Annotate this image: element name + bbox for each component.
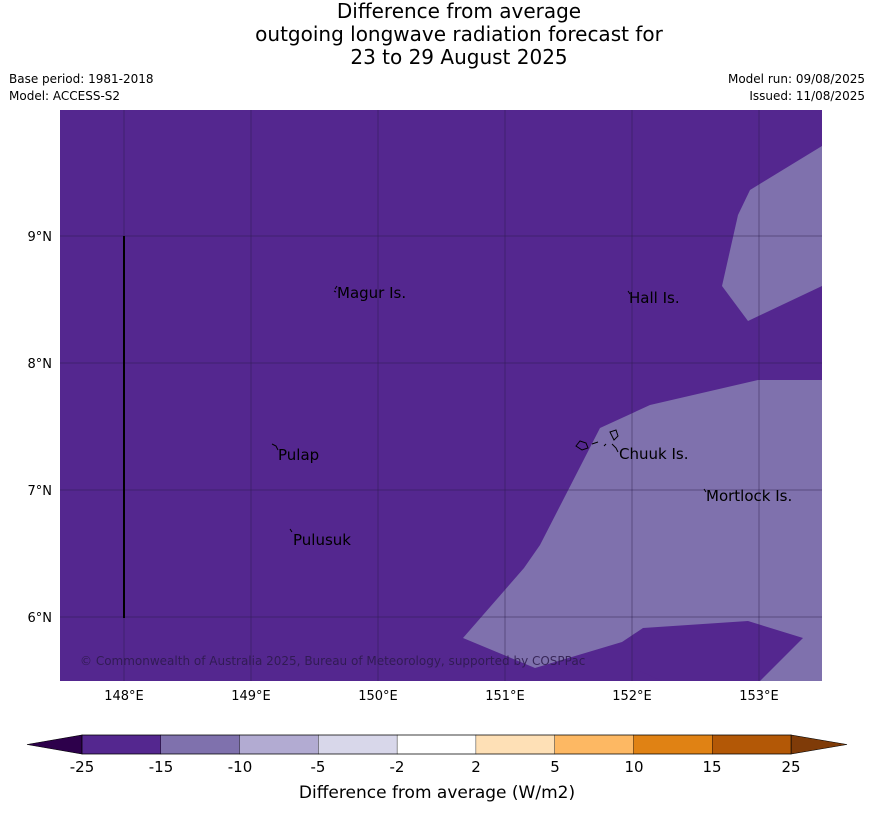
anomaly-region-northeast: [722, 146, 822, 321]
lon-tick-149: 149°E: [231, 689, 271, 704]
island-chuuk: [575, 429, 619, 453]
title-line-3: 23 to 29 August 2025: [350, 45, 568, 69]
colorbar: -25 -15 -10 -5 -2 2 5 10 15 25 Differenc…: [26, 734, 848, 803]
colorbar-tick: 25: [781, 758, 800, 776]
colorbar-tick: 2: [471, 758, 481, 776]
colorbar-segment: [81, 734, 162, 755]
map-title: Difference from average outgoing longwav…: [0, 0, 873, 69]
colorbar-title: Difference from average (W/m2): [299, 783, 575, 803]
lat-tick-6: 6°N: [28, 611, 53, 626]
lat-tick-8: 8°N: [28, 357, 53, 372]
colorbar-segment: [633, 734, 713, 755]
lat-tick-7: 7°N: [28, 484, 53, 499]
title-line-2: outgoing longwave radiation forecast for: [255, 22, 663, 46]
lon-tick-151: 151°E: [485, 689, 525, 704]
island-magur: [333, 285, 338, 293]
island-pulap: [271, 443, 279, 451]
colorbar-tick: 5: [550, 758, 560, 776]
lon-tick-148: 148°E: [104, 689, 144, 704]
anomaly-region-southeast: [463, 380, 822, 681]
issued-text: Issued: 11/08/2025: [749, 89, 865, 103]
colorbar-segment: [396, 734, 477, 755]
graticule: [60, 110, 822, 681]
place-label-hall: Hall Is.: [629, 289, 680, 307]
title-line-1: Difference from average: [336, 0, 582, 23]
lon-tick-150: 150°E: [358, 689, 398, 704]
meta-right: Model run: 09/08/2025 Issued: 11/08/2025: [728, 71, 865, 105]
island-mortlock: [703, 488, 707, 493]
model-text: Model: ACCESS-S2: [9, 89, 121, 103]
colorbar-tick: -10: [228, 758, 253, 776]
map-panel: Magur Is. Hall Is. Pulap Chuuk Is. Mortl…: [60, 110, 822, 681]
colorbar-tick: -15: [149, 758, 174, 776]
place-labels: Magur Is. Hall Is. Pulap Chuuk Is. Mortl…: [278, 284, 792, 549]
colorbar-segment: [239, 734, 319, 755]
island-outlines: [271, 285, 707, 533]
colorbar-tick: -25: [70, 758, 95, 776]
colorbar-under-arrow: [26, 734, 83, 755]
island-pulusuk: [289, 528, 293, 533]
colorbar-tick: -2: [390, 758, 405, 776]
place-label-mortlock: Mortlock Is.: [706, 487, 792, 505]
colorbar-segment: [318, 734, 398, 755]
place-label-pulap: Pulap: [278, 446, 319, 464]
meta-left: Base period: 1981-2018 Model: ACCESS-S2: [9, 71, 154, 105]
colorbar-tick-labels: -25 -15 -10 -5 -2 2 5 10 15 25: [70, 758, 801, 776]
colorbar-segment: [712, 734, 792, 755]
colorbar-frame: [81, 734, 792, 755]
colorbar-over-arrow: [790, 734, 848, 755]
colorbar-segments: [81, 734, 792, 755]
colorbar-tick: 15: [702, 758, 721, 776]
place-label-pulusuk: Pulusuk: [293, 531, 351, 549]
place-label-chuuk: Chuuk Is.: [619, 445, 688, 463]
base-period-text: Base period: 1981-2018: [9, 72, 154, 86]
colorbar-segment: [475, 734, 556, 755]
colorbar-tick: -5: [311, 758, 326, 776]
anomaly-region-south-patch: [640, 671, 662, 681]
colorbar-segment: [160, 734, 241, 755]
colorbar-tick: 10: [624, 758, 643, 776]
place-label-magur: Magur Is.: [337, 284, 406, 302]
lon-tick-labels: 148°E 149°E 150°E 151°E 152°E 153°E: [104, 689, 779, 704]
lat-tick-labels: 9°N 8°N 7°N 6°N: [28, 230, 53, 626]
colorbar-segment: [554, 734, 634, 755]
lon-tick-153: 153°E: [739, 689, 779, 704]
model-run-text: Model run: 09/08/2025: [727, 72, 865, 86]
copyright-text: © Commonwealth of Australia 2025, Bureau…: [80, 654, 585, 668]
lon-tick-152: 152°E: [612, 689, 652, 704]
lat-tick-9: 9°N: [28, 230, 53, 245]
island-hall: [627, 290, 631, 295]
